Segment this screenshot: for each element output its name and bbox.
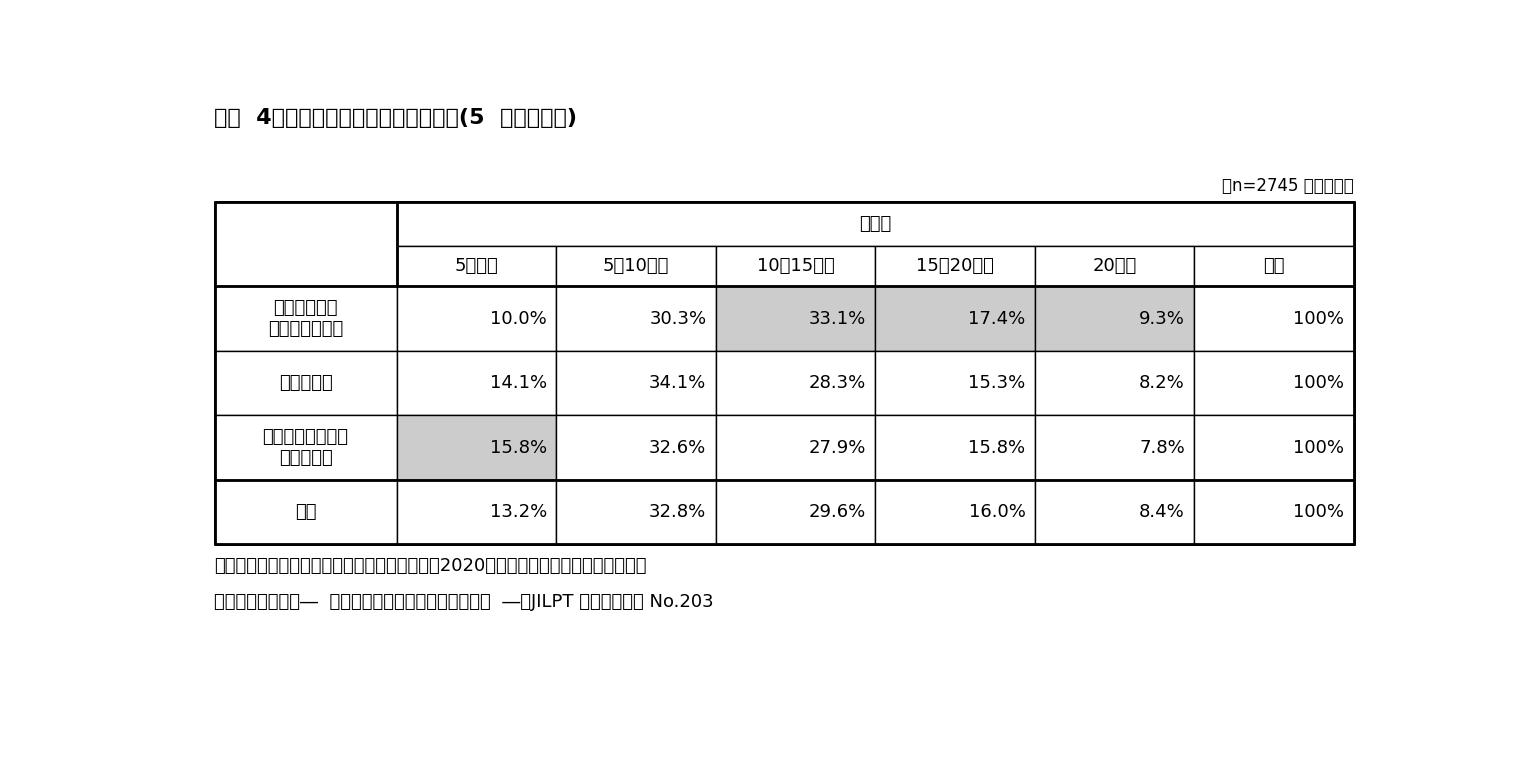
Bar (875, 480, 1034, 544)
Bar (1034, 351, 1195, 415)
Text: 16.0%: 16.0% (968, 503, 1025, 521)
Bar (214, 415, 396, 480)
Bar (716, 415, 875, 480)
Bar (1195, 480, 1354, 544)
Text: やや悪くなった＋
悪くなった: やや悪くなった＋ 悪くなった (263, 429, 349, 467)
Text: 28.3%: 28.3% (809, 374, 866, 392)
Bar (1195, 415, 1354, 480)
Bar (396, 202, 1354, 246)
Text: 図表  4「施策数」と従業員の定着状況(5  年間の変化): 図表 4「施策数」と従業員の定着状況(5 年間の変化) (214, 108, 577, 127)
Bar (555, 246, 716, 286)
Text: 5つ未満: 5つ未満 (454, 257, 499, 275)
Text: よくなった＋
ややよくなった: よくなった＋ ややよくなった (268, 300, 343, 338)
Bar (555, 415, 716, 480)
Text: 出所）独立行政法人労働政策研究・研修機構（2020）「企業における福利厚生施策の: 出所）独立行政法人労働政策研究・研修機構（2020）「企業における福利厚生施策の (214, 558, 647, 576)
Bar (396, 351, 555, 415)
Text: 15.3%: 15.3% (968, 374, 1025, 392)
Text: 合計: 合計 (295, 503, 317, 521)
Bar (875, 415, 1034, 480)
Bar (555, 286, 716, 351)
Bar (875, 351, 1034, 415)
Text: 32.8%: 32.8% (649, 503, 707, 521)
Text: 32.6%: 32.6% (649, 439, 707, 457)
Text: 14.1%: 14.1% (490, 374, 546, 392)
Bar (875, 286, 1034, 351)
Text: 29.6%: 29.6% (809, 503, 866, 521)
Bar (214, 202, 396, 286)
Bar (1034, 480, 1195, 544)
Bar (716, 286, 875, 351)
Text: 100%: 100% (1293, 310, 1345, 328)
Text: 15.8%: 15.8% (968, 439, 1025, 457)
Bar (214, 480, 396, 544)
Bar (1195, 246, 1354, 286)
Bar (1034, 246, 1195, 286)
Text: 100%: 100% (1293, 439, 1345, 457)
Bar (396, 480, 555, 544)
Text: 15.8%: 15.8% (490, 439, 546, 457)
Bar (396, 415, 555, 480)
Text: 100%: 100% (1293, 374, 1345, 392)
Text: 5〜10未満: 5〜10未満 (603, 257, 669, 275)
Text: 10.0%: 10.0% (490, 310, 546, 328)
Text: 10〜15未満: 10〜15未満 (756, 257, 834, 275)
Bar (875, 246, 1034, 286)
Bar (1034, 286, 1195, 351)
Text: 17.4%: 17.4% (968, 310, 1025, 328)
Text: 30.3%: 30.3% (649, 310, 707, 328)
Text: 施策数: 施策数 (858, 215, 892, 233)
Bar (1034, 415, 1195, 480)
Text: 100%: 100% (1293, 503, 1345, 521)
Text: 13.2%: 13.2% (490, 503, 546, 521)
Text: 33.1%: 33.1% (809, 310, 866, 328)
Text: 34.1%: 34.1% (649, 374, 707, 392)
Bar (214, 351, 396, 415)
Text: 変わらない: 変わらない (278, 374, 332, 392)
Text: 7.8%: 7.8% (1140, 439, 1184, 457)
Bar (214, 286, 396, 351)
Text: 合計: 合計 (1264, 257, 1285, 275)
Text: （n=2745 無回答除）: （n=2745 無回答除） (1222, 177, 1354, 195)
Bar (396, 246, 555, 286)
Bar (396, 286, 555, 351)
Text: 9.3%: 9.3% (1138, 310, 1184, 328)
Bar (716, 351, 875, 415)
Text: 実態に関する調査―  企業／従業員アンケート調査結果  ―」JILPT 調査シリーズ No.203: 実態に関する調査― 企業／従業員アンケート調査結果 ―」JILPT 調査シリーズ… (214, 593, 715, 611)
Text: 15〜20未満: 15〜20未満 (916, 257, 994, 275)
Text: 8.2%: 8.2% (1140, 374, 1184, 392)
Text: 27.9%: 27.9% (808, 439, 866, 457)
Bar (716, 480, 875, 544)
Bar (555, 480, 716, 544)
Bar (214, 202, 1354, 544)
Bar (1195, 286, 1354, 351)
Text: 8.4%: 8.4% (1140, 503, 1184, 521)
Bar (555, 351, 716, 415)
Bar (716, 246, 875, 286)
Bar (1195, 351, 1354, 415)
Text: 20以上: 20以上 (1092, 257, 1137, 275)
